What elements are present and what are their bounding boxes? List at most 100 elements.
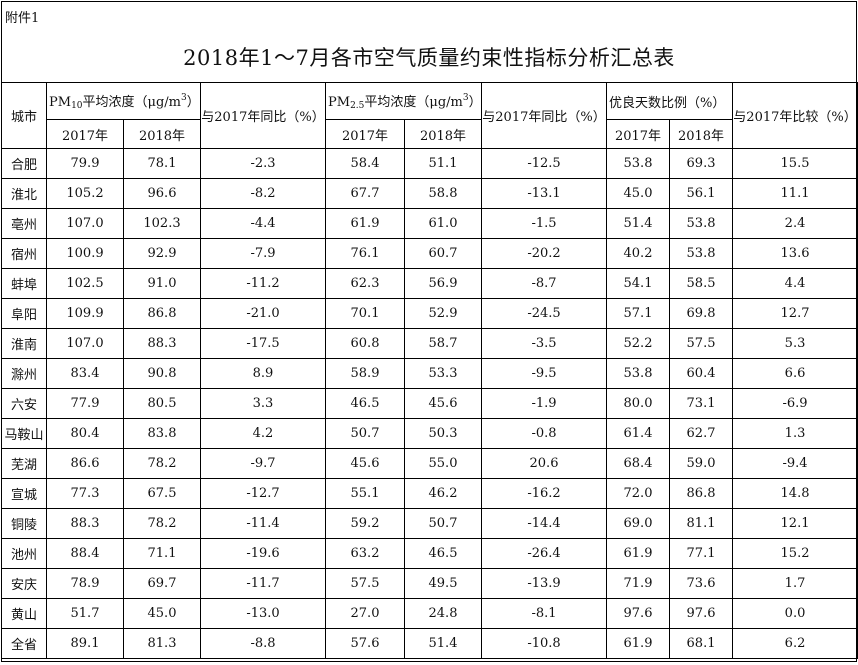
cell-pm25-yoy: -14.4 — [481, 508, 607, 539]
cell-good-cmp: 12.7 — [732, 298, 858, 329]
cell-pm10-2018: 67.5 — [123, 478, 201, 509]
cell-city: 宿州 — [1, 238, 47, 269]
cell-good-cmp: 15.5 — [732, 148, 858, 179]
table-row: 全省 89.1 81.3 -8.8 57.6 51.4 -10.8 61.9 68.1 6.2 — [1, 628, 858, 659]
cell-pm10-yoy: 4.2 — [200, 418, 326, 449]
cell-good-2017: 52.2 — [606, 328, 670, 359]
cell-pm10-yoy: -17.5 — [200, 328, 326, 359]
header-pm10-yoy: 与2017年同比（%） — [200, 82, 326, 149]
cell-good-2017: 61.4 — [606, 418, 670, 449]
cell-city: 六安 — [1, 388, 47, 419]
cell-pm25-2017: 76.1 — [325, 238, 405, 269]
cell-pm25-2018: 46.5 — [404, 538, 482, 569]
cell-pm25-2018: 56.9 — [404, 268, 482, 299]
header-good-2017: 2017年 — [606, 119, 670, 149]
cell-pm10-2017: 100.9 — [46, 238, 124, 269]
cell-city: 马鞍山 — [1, 418, 47, 449]
cell-pm25-2017: 45.6 — [325, 448, 405, 479]
cell-pm25-2018: 60.7 — [404, 238, 482, 269]
cell-good-2017: 71.9 — [606, 568, 670, 599]
cell-pm25-2018: 53.3 — [404, 358, 482, 389]
cell-good-2017: 69.0 — [606, 508, 670, 539]
cell-good-2018: 86.8 — [668, 478, 734, 509]
table-body: 合肥 79.9 78.1 -2.3 58.4 51.1 -12.5 53.8 69.3 15.5 淮… — [1, 148, 858, 659]
cell-pm10-yoy: -11.4 — [200, 508, 326, 539]
cell-pm25-2018: 55.0 — [404, 448, 482, 479]
cell-pm10-2018: 102.3 — [123, 208, 201, 239]
cell-pm10-2018: 78.1 — [123, 148, 201, 179]
cell-pm10-yoy: -8.8 — [200, 628, 326, 659]
cell-good-2018: 53.8 — [668, 238, 734, 269]
cell-good-cmp: 1.7 — [732, 568, 858, 599]
cell-good-cmp: 15.2 — [732, 538, 858, 569]
cell-pm10-yoy: -12.7 — [200, 478, 326, 509]
cell-good-cmp: 6.2 — [732, 628, 858, 659]
header-city: 城市 — [1, 82, 47, 149]
table-row: 蚌埠 102.5 91.0 -11.2 62.3 56.9 -8.7 54.1 58.5 4.4 — [1, 268, 858, 299]
cell-good-2017: 54.1 — [606, 268, 670, 299]
cell-good-2017: 57.1 — [606, 298, 670, 329]
cell-city: 池州 — [1, 538, 47, 569]
cell-good-cmp: 13.6 — [732, 238, 858, 269]
cell-good-2017: 53.8 — [606, 358, 670, 389]
cell-pm25-2018: 58.7 — [404, 328, 482, 359]
cell-city: 宣城 — [1, 478, 47, 509]
cell-pm10-2017: 89.1 — [46, 628, 124, 659]
header-pm10-2018: 2018年 — [123, 119, 201, 149]
cell-pm25-2017: 62.3 — [325, 268, 405, 299]
attachment-label: 附件1 — [5, 11, 40, 26]
cell-pm10-yoy: -8.2 — [200, 178, 326, 209]
header-good-2018: 2018年 — [668, 119, 734, 149]
cell-pm25-2018: 50.3 — [404, 418, 482, 449]
cell-pm10-2018: 71.1 — [123, 538, 201, 569]
table-row: 淮南 107.0 88.3 -17.5 60.8 58.7 -3.5 52.2 57.5 5.3 — [1, 328, 858, 359]
cell-pm25-yoy: -13.9 — [481, 568, 607, 599]
cell-good-cmp: -9.4 — [732, 448, 858, 479]
cell-pm25-2017: 27.0 — [325, 598, 405, 629]
cell-city: 合肥 — [1, 148, 47, 179]
cell-pm10-2018: 80.5 — [123, 388, 201, 419]
header-pm25-2017: 2017年 — [325, 119, 405, 149]
cell-pm10-2017: 105.2 — [46, 178, 124, 209]
cell-pm10-2018: 81.3 — [123, 628, 201, 659]
cell-good-2018: 81.1 — [668, 508, 734, 539]
cell-good-2018: 59.0 — [668, 448, 734, 479]
header-row-1: 城市 PM10平均浓度（μg/m3） 与2017年同比（%） PM2.5平均浓度… — [1, 82, 858, 149]
cell-city: 黄山 — [1, 598, 47, 629]
cell-pm10-yoy: -9.7 — [200, 448, 326, 479]
cell-good-cmp: 0.0 — [732, 598, 858, 629]
cell-pm25-yoy: -24.5 — [481, 298, 607, 329]
cell-pm10-2017: 88.3 — [46, 508, 124, 539]
cell-city: 铜陵 — [1, 508, 47, 539]
cell-good-cmp: 4.4 — [732, 268, 858, 299]
cell-pm25-2017: 61.9 — [325, 208, 405, 239]
cell-pm10-2018: 86.8 — [123, 298, 201, 329]
cell-pm25-2018: 46.2 — [404, 478, 482, 509]
table-row: 宿州 100.9 92.9 -7.9 76.1 60.7 -20.2 40.2 53.8 13.6 — [1, 238, 858, 269]
cell-good-cmp: -6.9 — [732, 388, 858, 419]
summary-table: 城市 PM10平均浓度（μg/m3） 与2017年同比（%） PM2.5平均浓度… — [1, 82, 858, 659]
cell-pm25-2017: 57.6 — [325, 628, 405, 659]
cell-pm25-yoy: -8.1 — [481, 598, 607, 629]
cell-pm10-2017: 107.0 — [46, 208, 124, 239]
cell-pm10-yoy: 3.3 — [200, 388, 326, 419]
cell-good-2017: 40.2 — [606, 238, 670, 269]
cell-pm25-yoy: -10.8 — [481, 628, 607, 659]
cell-good-2018: 73.6 — [668, 568, 734, 599]
cell-pm10-2018: 96.6 — [123, 178, 201, 209]
cell-pm25-yoy: -8.7 — [481, 268, 607, 299]
cell-good-2018: 53.8 — [668, 208, 734, 239]
cell-pm25-2017: 70.1 — [325, 298, 405, 329]
cell-good-cmp: 11.1 — [732, 178, 858, 209]
table-row: 六安 77.9 80.5 3.3 46.5 45.6 -1.9 80.0 73.1 -6.9 — [1, 388, 858, 419]
cell-pm25-yoy: -1.5 — [481, 208, 607, 239]
cell-pm25-2018: 52.9 — [404, 298, 482, 329]
cell-pm10-2017: 77.3 — [46, 478, 124, 509]
cell-good-2017: 80.0 — [606, 388, 670, 419]
cell-pm25-2018: 51.4 — [404, 628, 482, 659]
cell-city: 滁州 — [1, 358, 47, 389]
header-pm25-2018: 2018年 — [404, 119, 482, 149]
cell-pm25-yoy: -13.1 — [481, 178, 607, 209]
cell-pm10-yoy: -21.0 — [200, 298, 326, 329]
cell-pm10-2017: 77.9 — [46, 388, 124, 419]
